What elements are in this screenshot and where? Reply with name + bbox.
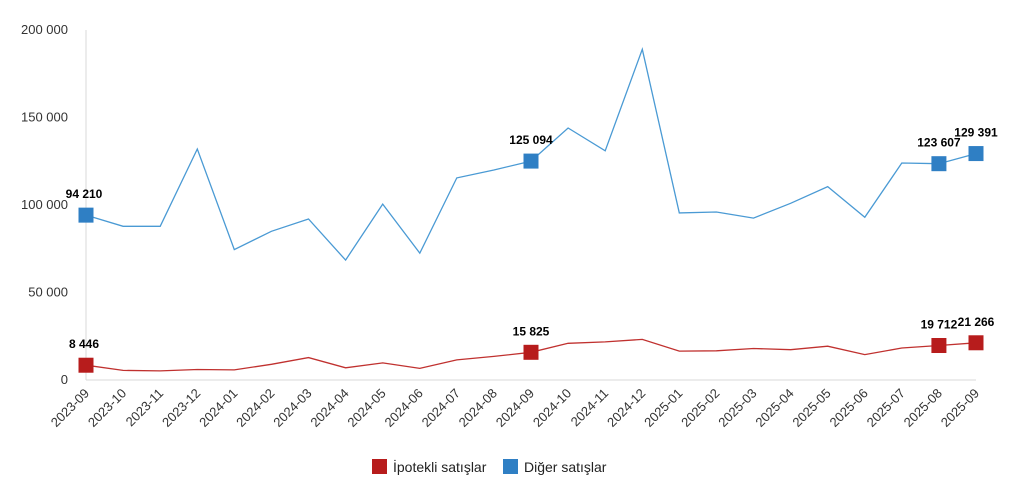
data-label: 94 210	[66, 187, 103, 201]
legend-label: İpotekli satışlar	[393, 458, 487, 475]
legend-label: Diğer satışlar	[524, 459, 607, 475]
x-tick-label: 2025-03	[715, 386, 759, 430]
x-tick-label: 2025-07	[864, 386, 908, 430]
x-tick-label: 2024-09	[493, 386, 537, 430]
x-tick-label: 2023-11	[123, 386, 167, 430]
data-point-marker	[523, 153, 539, 169]
data-point-marker	[523, 344, 539, 360]
x-tick-label: 2025-08	[901, 386, 945, 430]
x-tick-label: 2024-08	[456, 386, 500, 430]
x-tick-label: 2024-01	[196, 386, 240, 430]
data-label: 125 094	[509, 133, 553, 147]
x-tick-label: 2024-07	[419, 386, 463, 430]
y-tick-label: 0	[61, 372, 68, 387]
x-tick-label: 2025-02	[678, 386, 722, 430]
x-tick-label: 2024-02	[233, 386, 277, 430]
x-tick-label: 2025-09	[938, 386, 982, 430]
data-label: 15 825	[513, 324, 550, 338]
x-tick-label: 2025-04	[752, 386, 796, 430]
x-tick-label: 2024-12	[604, 386, 648, 430]
x-tick-label: 2024-10	[530, 386, 574, 430]
y-tick-label: 100 000	[21, 197, 68, 212]
x-tick-label: 2025-05	[789, 386, 833, 430]
data-point-marker	[931, 338, 947, 354]
x-tick-label: 2024-06	[382, 386, 426, 430]
x-tick-label: 2025-01	[641, 386, 685, 430]
x-tick-label: 2025-06	[827, 386, 871, 430]
data-label: 8 446	[69, 337, 99, 351]
y-tick-label: 50 000	[28, 285, 68, 300]
data-point-marker	[968, 335, 984, 351]
x-tick-label: 2023-10	[85, 386, 129, 430]
data-label: 21 266	[958, 315, 995, 329]
series-lines	[85, 47, 977, 372]
data-point-marker	[968, 146, 984, 162]
x-tick-label: 2023-12	[159, 386, 203, 430]
x-tick-label: 2024-05	[344, 386, 388, 430]
x-tick-label: 2024-04	[307, 386, 351, 430]
data-label: 123 607	[917, 136, 961, 150]
y-tick-label: 150 000	[21, 110, 68, 125]
data-label: 129 391	[954, 126, 998, 140]
data-label: 19 712	[921, 318, 958, 332]
x-tick-label: 2024-03	[270, 386, 314, 430]
y-tick-label: 200 000	[21, 22, 68, 37]
legend-swatch	[503, 459, 518, 474]
x-tick-label: 2024-11	[568, 386, 612, 430]
series-markers	[78, 146, 984, 373]
data-point-marker	[931, 156, 947, 172]
legend: İpotekli satışlar Diğer satışlar	[372, 458, 607, 475]
legend-swatch	[372, 459, 387, 474]
data-point-marker	[78, 357, 94, 373]
data-point-marker	[78, 207, 94, 223]
x-tick-label: 2023-09	[48, 386, 92, 430]
